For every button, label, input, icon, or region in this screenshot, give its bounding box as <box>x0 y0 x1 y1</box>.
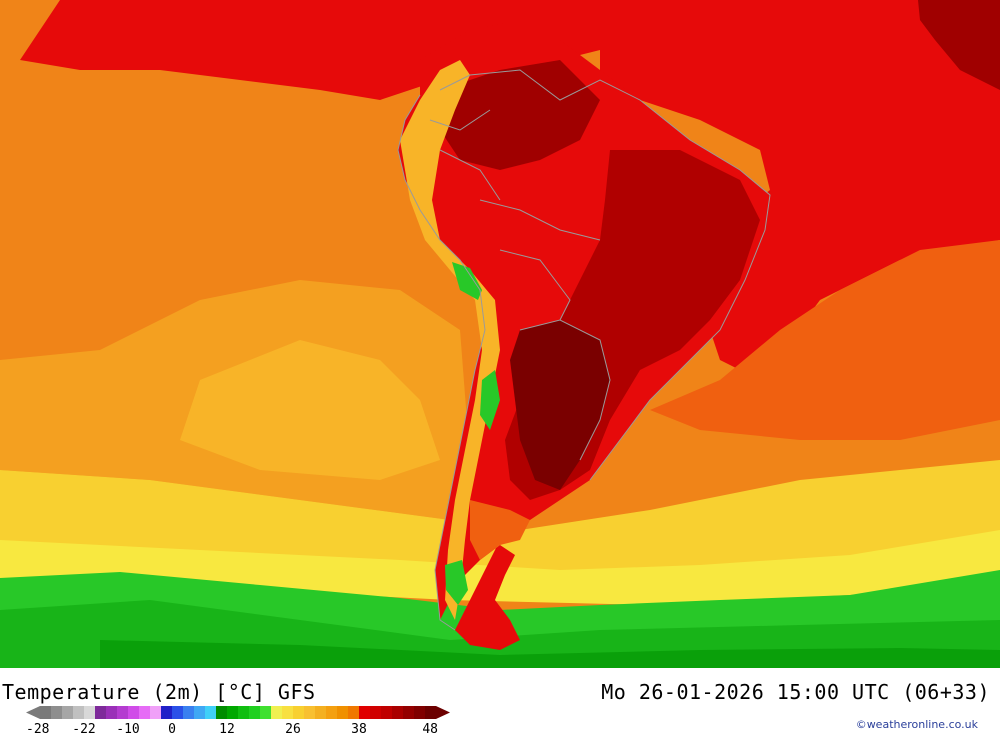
country-borders <box>397 69 771 631</box>
legend-swatch <box>73 706 84 719</box>
legend-colorbar: -28 -22 -10 0 12 26 38 48 <box>26 706 450 734</box>
andes-green-patch-3 <box>445 560 468 605</box>
legend-swatch <box>106 706 117 719</box>
legend-swatch <box>227 706 238 719</box>
legend-tick-label: -28 <box>26 722 49 734</box>
paraguay-hottest-zone <box>510 320 610 490</box>
legend-tick-label: 26 <box>285 722 301 734</box>
legend-swatch <box>392 706 403 719</box>
legend-swatch <box>194 706 205 719</box>
legend-swatch <box>205 706 216 719</box>
patagonia-warm <box>470 500 530 560</box>
legend-swatch <box>271 706 282 719</box>
legend-swatch <box>304 706 315 719</box>
africa-land <box>918 0 1000 90</box>
north-brazil-hot <box>440 60 600 170</box>
legend-swatch <box>370 706 381 719</box>
legend-swatch <box>84 706 95 719</box>
legend-swatch <box>348 706 359 719</box>
map-timestamp: Mo 26-01-2026 15:00 UTC (06+33) <box>601 680 990 704</box>
legend-swatch <box>161 706 172 719</box>
legend-swatch <box>172 706 183 719</box>
color-legend: -28 -22 -10 0 12 26 38 48 <box>0 704 470 734</box>
temperature-map <box>0 0 1000 668</box>
legend-swatch <box>40 706 51 719</box>
legend-swatch <box>150 706 161 719</box>
north-warm-zone <box>20 0 640 100</box>
andes-green-patch-1 <box>452 262 482 300</box>
north-atlantic-warm-zone <box>600 0 1000 380</box>
legend-swatch <box>216 706 227 719</box>
legend-left-arrow <box>26 706 40 719</box>
legend-swatch <box>51 706 62 719</box>
legend-swatch <box>183 706 194 719</box>
legend-swatch <box>260 706 271 719</box>
legend-swatch <box>326 706 337 719</box>
legend-swatch <box>249 706 260 719</box>
legend-swatch <box>381 706 392 719</box>
pacific-mid-orange <box>180 340 440 480</box>
legend-tick-label: 0 <box>168 722 176 734</box>
legend-swatch <box>315 706 326 719</box>
legend-swatch <box>62 706 73 719</box>
legend-swatch <box>95 706 106 719</box>
legend-right-arrow <box>436 706 450 719</box>
legend-swatch <box>414 706 425 719</box>
legend-tick-label: 12 <box>219 722 235 734</box>
legend-swatch <box>425 706 436 719</box>
map-footer: Temperature (2m) [°C] GFS Mo 26-01-2026 … <box>0 668 1000 734</box>
legend-tick-label: -22 <box>72 722 95 734</box>
southern-darkest-green <box>100 640 1000 668</box>
legend-swatch <box>359 706 370 719</box>
legend-swatch <box>282 706 293 719</box>
south-atlantic-orange <box>650 240 1000 440</box>
credit-link[interactable]: ©weatheronline.co.uk <box>855 718 978 731</box>
legend-tick-label: 38 <box>351 722 367 734</box>
legend-swatch <box>117 706 128 719</box>
andes-green-patch-2 <box>480 370 500 430</box>
legend-swatch <box>238 706 249 719</box>
legend-tick-label: -10 <box>116 722 139 734</box>
andes-cool-strip <box>400 60 500 620</box>
legend-swatch <box>128 706 139 719</box>
legend-swatch <box>403 706 414 719</box>
legend-tick-label: 48 <box>422 722 438 734</box>
map-canvas <box>0 0 1000 668</box>
legend-swatch <box>139 706 150 719</box>
legend-swatch <box>293 706 304 719</box>
legend-swatch <box>337 706 348 719</box>
map-title: Temperature (2m) [°C] GFS <box>2 680 316 704</box>
